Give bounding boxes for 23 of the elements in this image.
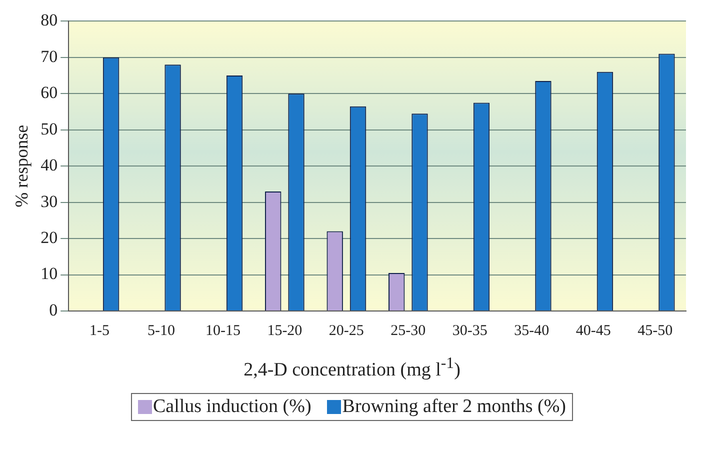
legend-label: Browning after 2 months (%) — [342, 396, 566, 418]
y-tick-label: 0 — [49, 300, 58, 320]
y-tick-label: 50 — [40, 119, 58, 138]
x-tick-label: 20-25 — [328, 322, 364, 339]
y-tick-label: 20 — [40, 228, 58, 248]
y-axis-title: % response — [12, 124, 32, 208]
y-tick-label: 10 — [40, 264, 58, 284]
y-tick-label: 40 — [40, 156, 58, 175]
x-tick-label: 5-10 — [147, 322, 175, 339]
x-axis-title: 2,4-D concentration (mg l$^{-1}$) — [242, 355, 462, 382]
x-tick-label: 15-20 — [267, 322, 302, 339]
y-tick-label: 60 — [40, 83, 58, 102]
y-tick-label: 80 — [40, 10, 58, 30]
x-tick-label: 25-30 — [390, 322, 426, 339]
x-tick-label: 10-15 — [205, 322, 240, 339]
legend-label: Callus induction (%) — [152, 396, 312, 418]
y-tick-label: 30 — [40, 192, 58, 211]
x-tick-label: 30-35 — [452, 322, 488, 339]
x-tick-label: 1-5 — [89, 322, 110, 339]
x-tick-label: 40-45 — [576, 322, 611, 339]
x-tick-label: 35-40 — [514, 322, 550, 339]
x-tick-label: 45-50 — [638, 322, 673, 339]
y-tick-label: 70 — [40, 46, 58, 66]
